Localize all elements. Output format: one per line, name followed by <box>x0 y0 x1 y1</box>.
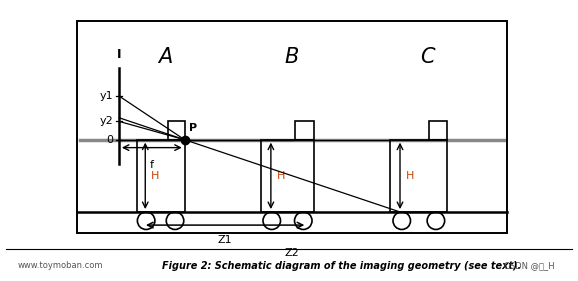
Text: A: A <box>158 47 172 67</box>
Bar <box>429 121 447 140</box>
Text: H: H <box>151 171 160 181</box>
Bar <box>295 121 314 140</box>
Text: C: C <box>420 47 435 67</box>
Text: Z1: Z1 <box>218 235 232 245</box>
Text: B: B <box>285 47 299 67</box>
Text: www.toymoban.com: www.toymoban.com <box>17 261 103 270</box>
Text: H: H <box>406 171 414 181</box>
Text: Figure 2: Schematic diagram of the imaging geometry (see text).: Figure 2: Schematic diagram of the imagi… <box>162 260 521 271</box>
Text: f: f <box>150 160 154 170</box>
Text: I: I <box>117 48 121 61</box>
Text: 0: 0 <box>107 135 114 145</box>
Text: H: H <box>276 171 285 181</box>
Text: Z2: Z2 <box>284 248 299 258</box>
Bar <box>261 140 314 212</box>
Text: y1: y1 <box>100 91 114 101</box>
Text: CSDN @鸿_H: CSDN @鸿_H <box>504 261 555 270</box>
Text: y2: y2 <box>100 116 114 126</box>
Bar <box>168 121 184 140</box>
Bar <box>390 140 447 212</box>
Text: P: P <box>189 123 197 133</box>
Bar <box>136 140 184 212</box>
